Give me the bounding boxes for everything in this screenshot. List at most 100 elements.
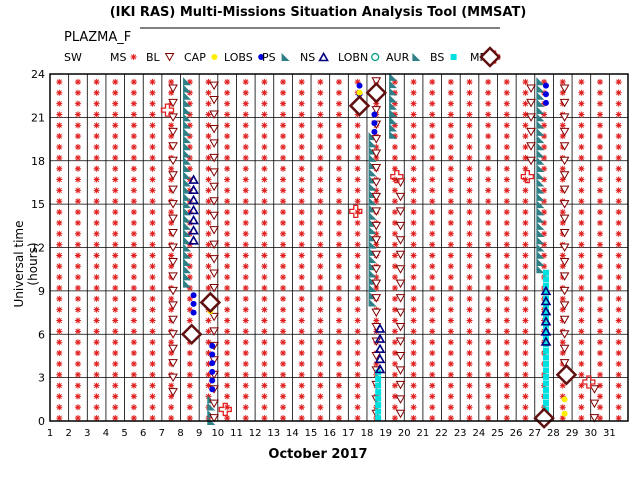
ms-point [597, 241, 604, 248]
ms-point [74, 187, 81, 194]
ms-point [56, 252, 63, 259]
ms-point [280, 78, 287, 85]
ms-point [485, 100, 492, 107]
ms-point [336, 111, 342, 118]
ms-point [354, 284, 361, 291]
ms-point [578, 306, 585, 313]
ms-point [485, 284, 492, 291]
ms-point [168, 306, 175, 313]
lobs-point [190, 292, 197, 299]
bl-point [168, 229, 178, 238]
ms-point [615, 111, 622, 118]
ms-point [205, 317, 212, 324]
ms-point [280, 89, 287, 96]
ms-point [522, 133, 529, 140]
ms-point [410, 241, 417, 248]
ms-point [168, 219, 175, 226]
ms-point [280, 339, 287, 346]
ms-point [429, 350, 436, 357]
bl-point [526, 156, 536, 166]
ms-point [261, 350, 268, 357]
ms-point [242, 263, 249, 270]
ms-point [280, 306, 287, 313]
ms-point [336, 165, 342, 172]
bs-point [542, 328, 549, 335]
ms-point [615, 371, 622, 378]
ms-point [541, 154, 548, 161]
ms-point [261, 263, 268, 270]
ms-point [447, 404, 454, 411]
ms-point [429, 415, 436, 422]
ns-point [188, 174, 199, 184]
ms-point [261, 317, 268, 324]
ms-point [410, 209, 417, 216]
ms-point [354, 209, 361, 216]
ps-point [183, 149, 192, 158]
ms-point [93, 219, 100, 226]
legend-label: PS [262, 51, 276, 64]
ms-point [149, 176, 156, 183]
ms-point [578, 295, 585, 302]
bl-point [168, 84, 178, 93]
ms-point [242, 165, 249, 172]
ms-point [336, 100, 342, 107]
ms-point [597, 89, 604, 96]
ps-point [183, 84, 192, 93]
ms-point [466, 230, 473, 237]
bl-point [559, 98, 570, 108]
bl-point [559, 113, 570, 122]
ms-point [485, 154, 492, 161]
ms-point [466, 263, 473, 270]
ns-point [188, 214, 199, 225]
ms-point [130, 187, 137, 194]
ps-point [536, 171, 545, 180]
ms-point [149, 209, 156, 216]
ms-point [280, 252, 287, 259]
ms-point [503, 306, 510, 313]
ms-point [317, 176, 324, 183]
ps-point [183, 243, 192, 252]
ms-point [429, 100, 436, 107]
ms-point [224, 78, 231, 85]
ms-point [391, 209, 398, 216]
ms-point [280, 198, 287, 205]
ms-point [485, 263, 492, 270]
ms-point [615, 274, 622, 281]
bs-point [542, 380, 549, 387]
ms-point [336, 284, 342, 291]
ms-point [615, 89, 622, 96]
ms-point [597, 371, 604, 378]
lobs-point [542, 99, 549, 106]
ms-point [205, 339, 212, 346]
ps-point [183, 221, 192, 230]
ps-point [536, 192, 545, 201]
ps-point [368, 139, 377, 148]
bl-point [526, 98, 536, 108]
ms-point [298, 219, 305, 226]
ms-point [597, 328, 604, 335]
ms-point [242, 89, 249, 96]
ms-point [429, 360, 436, 367]
ms-point [317, 111, 324, 118]
ms-point [410, 154, 417, 161]
ms-point [261, 89, 268, 96]
ms-point [429, 133, 436, 140]
ms-point [615, 165, 622, 172]
ms-point [130, 165, 137, 172]
ms-point [336, 404, 342, 411]
ms-point [130, 78, 137, 85]
bs-point [542, 269, 549, 276]
ms-point [578, 78, 585, 85]
ms-point [503, 339, 510, 346]
ms-point [242, 230, 249, 237]
ms-point [205, 263, 212, 270]
ms-point [74, 78, 81, 85]
ms-point [74, 230, 81, 237]
ms-point [112, 144, 119, 151]
x-tick-label: 8 [177, 428, 183, 439]
ms-point [597, 274, 604, 281]
ms-point [242, 371, 249, 378]
ms-point [429, 284, 436, 291]
ps-point [183, 120, 192, 129]
ms-point [186, 252, 193, 259]
